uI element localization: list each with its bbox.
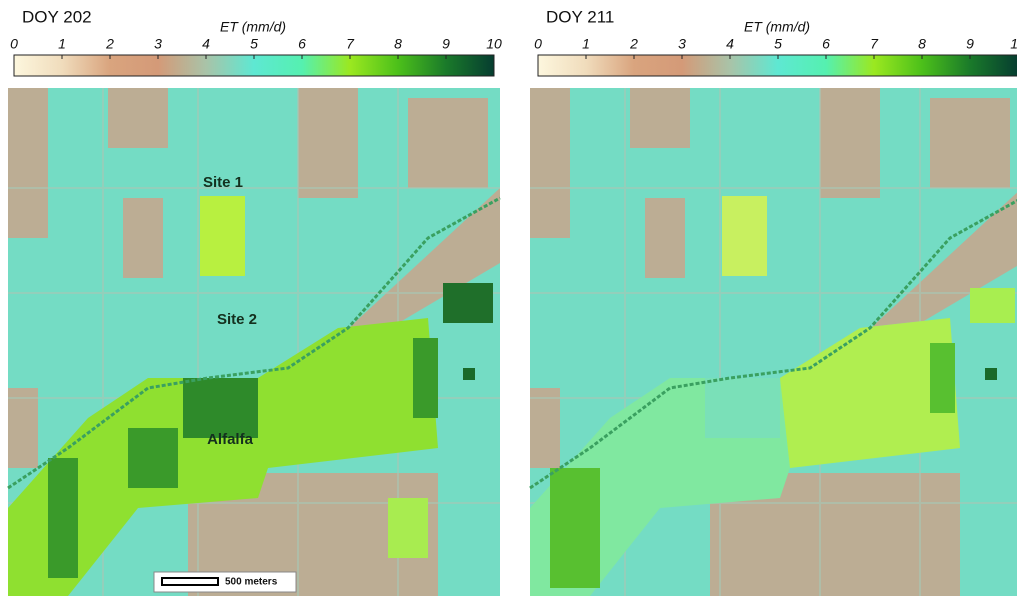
colorbar-tick-label: 4: [202, 36, 210, 52]
colorbar-tick-label: 6: [298, 36, 306, 52]
map-panel: [6, 87, 502, 596]
annotation: Alfalfa: [207, 431, 254, 448]
colorbar-tick-label: 0: [534, 36, 542, 52]
annotation: Site 1: [203, 174, 243, 191]
colorbar-tick-label: 2: [105, 36, 114, 52]
colorbar-label: ET (mm/d): [220, 19, 286, 35]
panel-title: DOY 211: [546, 7, 614, 26]
colorbar-tick-label: 10: [486, 36, 502, 52]
colorbar-tick-label: 5: [774, 36, 782, 52]
colorbar-tick-label: 8: [394, 36, 402, 52]
colorbar-tick-label: 6: [822, 36, 830, 52]
map-panel: [528, 87, 1017, 596]
colorbar-tick-label: 3: [154, 36, 162, 52]
colorbar-tick-label: 7: [346, 36, 355, 52]
colorbar-tick-label: 5: [250, 36, 258, 52]
colorbar-tick-label: 7: [870, 36, 879, 52]
colorbar-tick-label: 2: [629, 36, 638, 52]
colorbar-tick-label: 8: [918, 36, 926, 52]
colorbar-tick-label: 0: [10, 36, 18, 52]
colorbar-tick-label: 1: [582, 36, 590, 52]
colorbar-tick-label: 9: [966, 36, 974, 52]
colorbar-tick-label: 9: [442, 36, 450, 52]
scale-bar: 500 meters: [153, 571, 297, 593]
colorbar-tick-label: 1: [58, 36, 66, 52]
annotation: Site 2: [217, 311, 257, 328]
colorbar-tick-label: 4: [726, 36, 734, 52]
colorbar-tick-label: 10: [1010, 36, 1017, 52]
scale-line: [161, 577, 219, 586]
scale-label: 500 meters: [225, 577, 278, 588]
colorbar-tick-label: 3: [678, 36, 686, 52]
colorbar-label: ET (mm/d): [744, 19, 810, 35]
panel-title: DOY 202: [22, 7, 92, 26]
